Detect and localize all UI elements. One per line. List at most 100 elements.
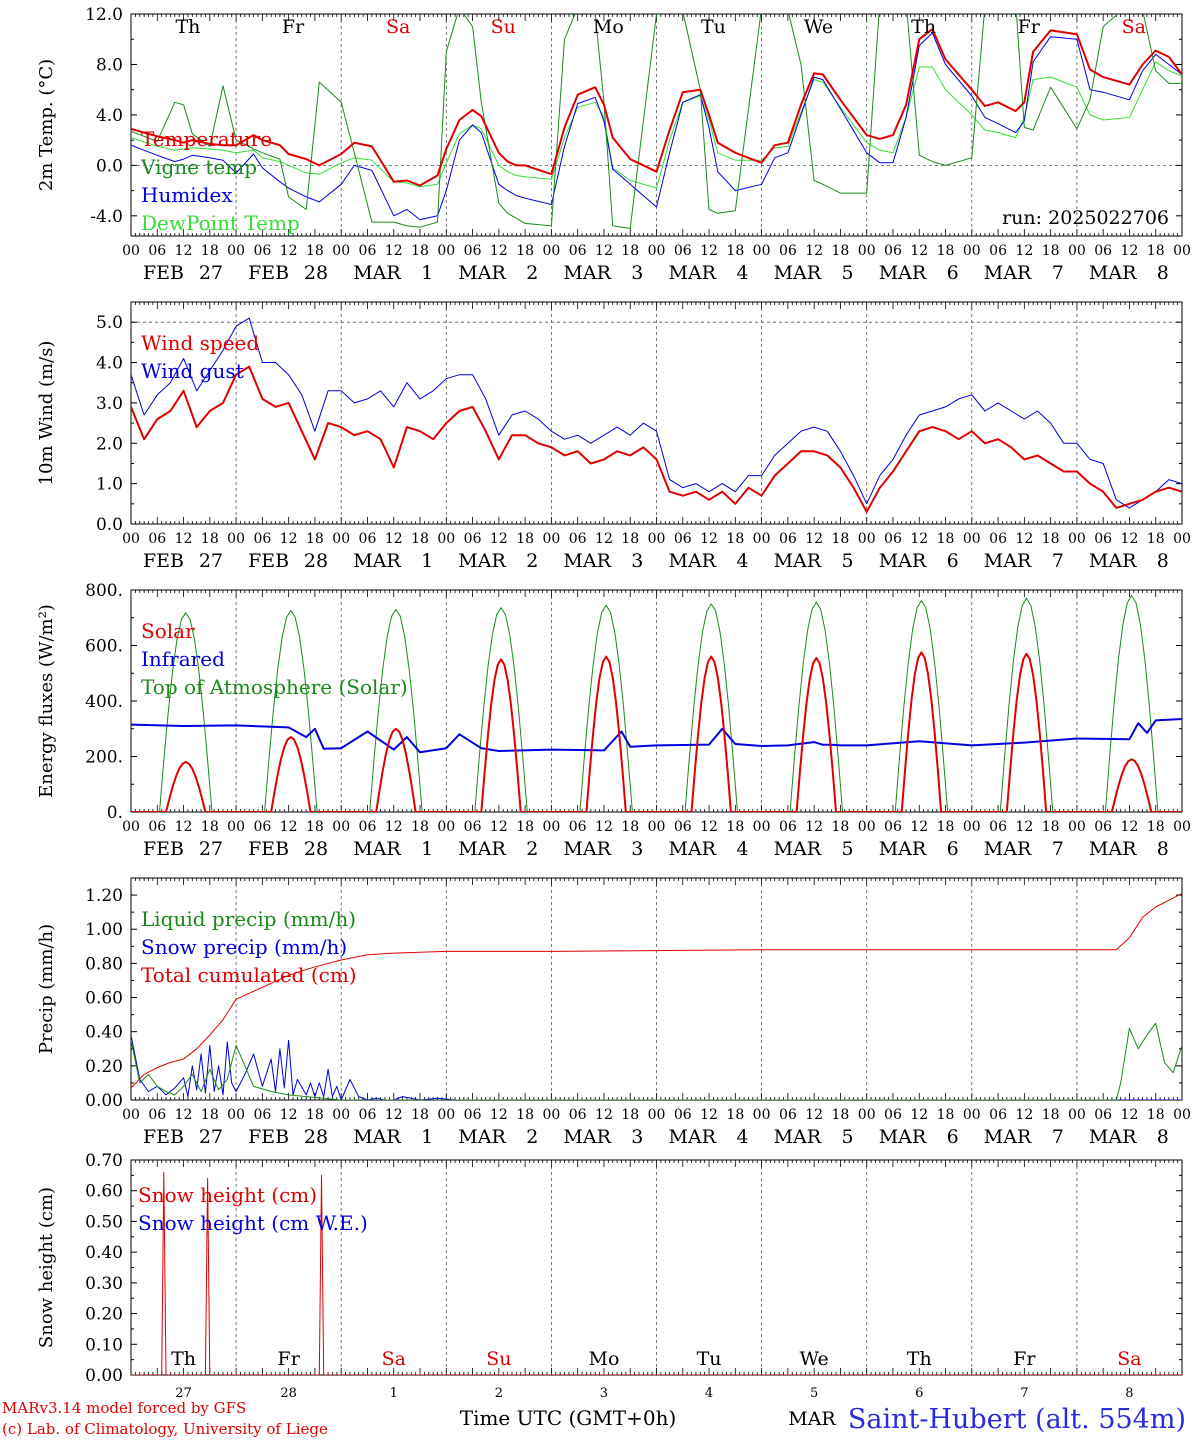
x-hour-label: 00 <box>332 819 350 835</box>
x-hour-label: 18 <box>937 819 955 835</box>
legend-entry: Vigne temp <box>140 155 257 179</box>
panel-4: 0.00 0.20 0.40 0.60 0.80 1.00 1.20 Precip (mm/h… <box>36 877 1191 1148</box>
weekday-label: Sa <box>386 16 410 38</box>
series-line-solar <box>131 651 1182 812</box>
series-group <box>131 14 1182 229</box>
y-tick-label: -4.0 <box>90 207 123 227</box>
day-number-label: 27 <box>175 1386 192 1401</box>
x-date-day: 3 <box>631 262 643 284</box>
x-date-month: MAR <box>353 550 401 572</box>
x-hour-label: 12 <box>385 1107 403 1123</box>
x-hour-label: 12 <box>175 531 193 547</box>
weekday-label: Fr <box>282 16 305 38</box>
y-tick-label: 0.80 <box>85 954 123 974</box>
x-hour-label: 12 <box>280 531 298 547</box>
x-hour-label: 12 <box>700 243 718 259</box>
x-date-day: 6 <box>947 1126 959 1148</box>
x-hour-label: 12 <box>385 819 403 835</box>
model-credit: MARv3.14 model forced by GFS <box>2 1399 246 1417</box>
x-hour-label: 12 <box>1015 1107 1033 1123</box>
x-hour-label: 00 <box>542 1107 560 1123</box>
series-line-total-cumulated-cm- <box>131 892 1182 1089</box>
x-hour-label: 06 <box>674 243 692 259</box>
x-hour-label: 00 <box>648 243 666 259</box>
x-hour-label: 00 <box>858 243 876 259</box>
x-date-month: FEB <box>248 262 289 284</box>
x-date-month: FEB <box>248 550 289 572</box>
x-hour-label: 18 <box>832 1107 850 1123</box>
x-hour-label: 06 <box>884 1107 902 1123</box>
x-date-month: MAR <box>984 838 1032 860</box>
x-date-day: 6 <box>947 838 959 860</box>
x-date-month: MAR <box>353 262 401 284</box>
x-hour-label: 00 <box>542 819 560 835</box>
x-hour-label: 06 <box>1094 243 1112 259</box>
x-hour-label: 12 <box>1015 819 1033 835</box>
x-hour-label: 06 <box>674 1107 692 1123</box>
panel-3: 0. 200. 400. 600. 800. Energy fluxes (W/m²) 00… <box>36 581 1191 860</box>
x-hour-label: 18 <box>411 1107 429 1123</box>
x-hour-label: 00 <box>227 819 245 835</box>
series-line-top-of-atmosphere-solar- <box>131 595 1182 812</box>
y-tick-label: 0.0 <box>96 156 123 176</box>
x-hour-label: 18 <box>1147 1107 1165 1123</box>
x-date-month: FEB <box>248 1126 289 1148</box>
x-date-day: 28 <box>304 1126 328 1148</box>
x-date-month: MAR <box>984 1126 1032 1148</box>
x-hour-label: 06 <box>464 819 482 835</box>
x-hour-label: 06 <box>359 243 377 259</box>
series-line-wind-speed <box>131 365 1182 513</box>
series-line-infrared <box>131 718 1182 754</box>
x-hour-label: 06 <box>1094 1107 1112 1123</box>
x-hour-label: 00 <box>1173 243 1191 259</box>
x-hour-label: 18 <box>1042 1107 1060 1123</box>
x-hour-label: 12 <box>385 243 403 259</box>
x-hour-label: 18 <box>1147 819 1165 835</box>
x-hour-label: 00 <box>332 1107 350 1123</box>
series-line-snow-height-cm- <box>131 1171 1182 1375</box>
x-date-month: FEB <box>143 1126 184 1148</box>
x-hour-label: 12 <box>700 531 718 547</box>
y-axis-label: Energy fluxes (W/m²) <box>36 604 57 798</box>
x-hour-label: 00 <box>227 1107 245 1123</box>
weekday-label: Sa <box>382 1348 406 1370</box>
x-hour-label: 18 <box>832 531 850 547</box>
x-hour-label: 12 <box>280 819 298 835</box>
series-line-liquid-precip-mm-h- <box>131 1022 1182 1100</box>
x-hour-label: 00 <box>542 531 560 547</box>
x-hour-label: 06 <box>884 531 902 547</box>
legend-entry: Wind speed <box>141 331 259 355</box>
x-date-day: 27 <box>199 550 223 572</box>
series-line-wind-gust <box>131 317 1182 509</box>
x-date-month: MAR <box>669 838 717 860</box>
x-hour-label: 00 <box>1173 819 1191 835</box>
x-hour-label: 12 <box>490 243 508 259</box>
x-date-day: 27 <box>199 1126 223 1148</box>
weekday-label: Th <box>911 16 936 38</box>
x-hour-label: 12 <box>280 243 298 259</box>
x-hour-label: 06 <box>253 1107 271 1123</box>
x-hour-label: 00 <box>1068 531 1086 547</box>
x-hour-label: 00 <box>1068 819 1086 835</box>
x-hour-label: 00 <box>1173 1107 1191 1123</box>
y-tick-label: 200. <box>85 748 123 768</box>
y-tick-label: 0. <box>107 803 123 823</box>
legend-entry: Solar <box>141 619 195 643</box>
x-hour-label: 06 <box>253 819 271 835</box>
x-hour-label: 06 <box>989 1107 1007 1123</box>
x-hour-label: 00 <box>437 531 455 547</box>
x-date-day: 2 <box>526 838 538 860</box>
x-hour-label: 12 <box>700 1107 718 1123</box>
x-hour-label: 12 <box>595 1107 613 1123</box>
weekday-label: We <box>804 16 833 38</box>
x-hour-label: 12 <box>910 819 928 835</box>
x-hour-label: 06 <box>148 531 166 547</box>
x-hour-label: 18 <box>201 243 219 259</box>
weekday-label: Su <box>491 16 516 38</box>
y-tick-label: 0.60 <box>85 989 123 1009</box>
x-date-day: 7 <box>1052 1126 1064 1148</box>
y-axis-label: 10m Wind (m/s) <box>36 341 57 486</box>
x-hour-label: 00 <box>753 531 771 547</box>
x-hour-label: 12 <box>175 243 193 259</box>
x-hour-label: 00 <box>332 531 350 547</box>
